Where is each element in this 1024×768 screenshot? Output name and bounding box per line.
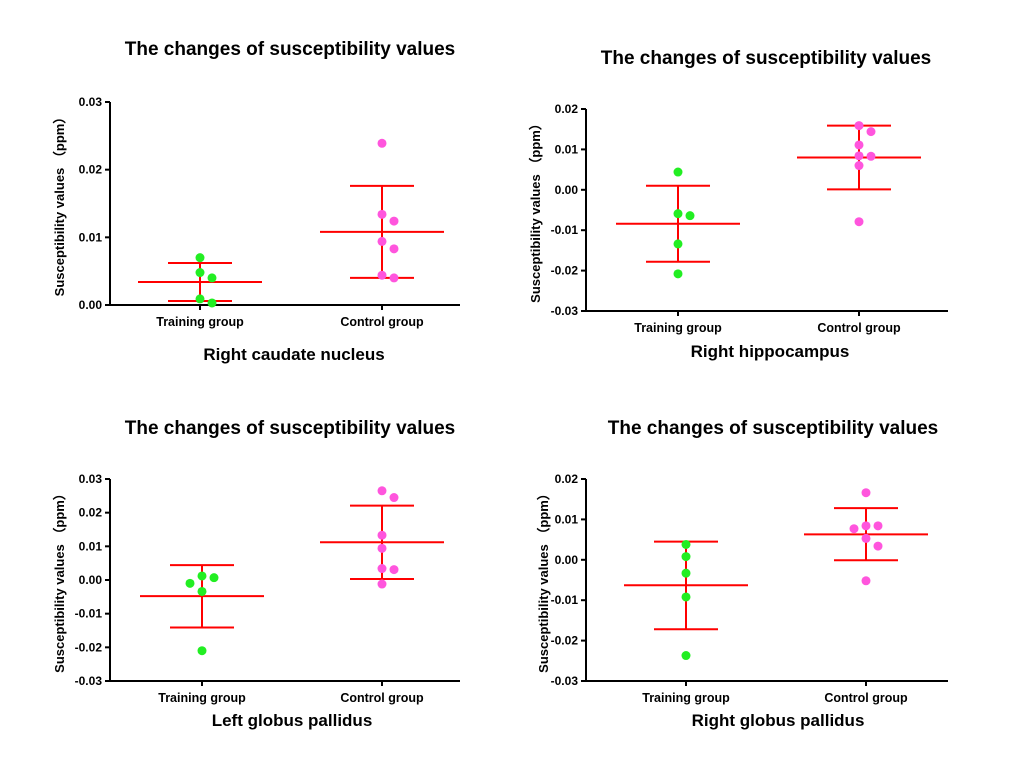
data-point [854,161,864,171]
data-point [873,541,883,551]
data-point [389,493,399,503]
y-tick-label: 0.02 [555,102,579,116]
data-point [873,521,883,531]
y-tick-label: -0.02 [75,640,103,654]
x-tick-label: Control group [340,315,424,329]
data-point [377,138,387,148]
data-point [389,244,399,254]
data-point [377,486,387,496]
data-point [389,216,399,226]
y-tick-label: 0.03 [79,95,103,109]
data-point [861,488,871,498]
y-tick-label: 0.02 [79,506,103,520]
y-tick-label: 0.01 [79,230,103,244]
data-point [681,552,691,562]
data-point [197,571,207,581]
y-tick-label: -0.02 [551,634,579,648]
y-axis-label: Susceptibility values （ppm） [528,117,543,303]
data-point [681,651,691,661]
y-tick-label: -0.02 [551,264,579,278]
data-point [673,239,683,249]
data-point [207,273,217,283]
data-point [866,151,876,161]
data-point [854,121,864,131]
chart-right-hippocampus: The changes of susceptibility values -0.0… [528,48,948,361]
y-tick-label: -0.01 [75,607,103,621]
chart-title: The changes of susceptibility values [125,418,456,439]
y-tick-label: -0.03 [75,674,103,688]
data-point [866,127,876,137]
data-point [849,524,859,534]
x-tick-label: Control group [824,691,908,705]
data-point [377,579,387,589]
data-point [209,573,219,583]
data-point [681,539,691,549]
data-point [861,576,871,586]
x-tick-label: Training group [642,691,730,705]
x-axis-label: Right hippocampus [691,342,850,361]
y-axis-label: Susceptibility values （ppm） [536,487,551,673]
y-tick-label: 0.01 [79,539,103,553]
data-point [195,268,205,278]
data-point [389,273,399,283]
x-tick-label: Training group [156,315,244,329]
data-point [197,646,207,656]
x-tick-label: Training group [634,321,722,335]
x-axis-label: Left globus pallidus [212,711,373,730]
chart-title: The changes of susceptibility values [601,48,932,69]
data-point [673,269,683,279]
data-point [854,217,864,227]
x-tick-label: Control group [817,321,901,335]
chart-right-globus-pallidus: The changes of susceptibility values -0.0… [536,418,948,730]
data-point [861,533,871,543]
data-point [207,298,217,308]
data-point [377,209,387,219]
y-tick-label: -0.01 [551,223,579,237]
data-point [681,592,691,602]
data-point [195,294,205,304]
y-axis-label: Susceptibility values （ppm） [52,111,67,297]
y-tick-label: 0.00 [79,298,103,312]
x-tick-label: Training group [158,691,246,705]
data-point [195,253,205,263]
data-point [685,211,695,221]
data-point [377,270,387,280]
data-point [197,586,207,596]
data-point [854,151,864,161]
data-point [185,578,195,588]
data-point [377,564,387,574]
y-tick-label: 0.01 [555,512,579,526]
y-tick-label: -0.03 [551,674,579,688]
data-point [377,236,387,246]
data-point [861,521,871,531]
chart-left-globus-pallidus: The changes of susceptibility values -0.0… [52,418,460,730]
y-tick-label: 0.00 [555,553,579,567]
data-point [389,565,399,575]
y-tick-label: 0.02 [79,163,103,177]
data-point [673,167,683,177]
data-point [854,140,864,150]
y-tick-label: 0.00 [79,573,103,587]
data-point [377,530,387,540]
y-tick-label: -0.03 [551,304,579,318]
y-tick-label: 0.00 [555,183,579,197]
data-point [377,543,387,553]
x-axis-label: Right caudate nucleus [203,345,384,364]
y-tick-label: 0.01 [555,142,579,156]
y-tick-label: 0.03 [79,472,103,486]
chart-title: The changes of susceptibility values [125,39,456,60]
y-axis-label: Susceptibility values （ppm） [52,487,67,673]
chart-title: The changes of susceptibility values [608,418,939,439]
data-point [681,568,691,578]
y-tick-label: -0.01 [551,593,579,607]
x-tick-label: Control group [340,691,424,705]
y-tick-label: 0.02 [555,472,579,486]
x-axis-label: Right globus pallidus [692,711,865,730]
chart-right-caudate-nucleus: The changes of susceptibility values 0.00… [52,39,460,364]
data-point [673,209,683,219]
